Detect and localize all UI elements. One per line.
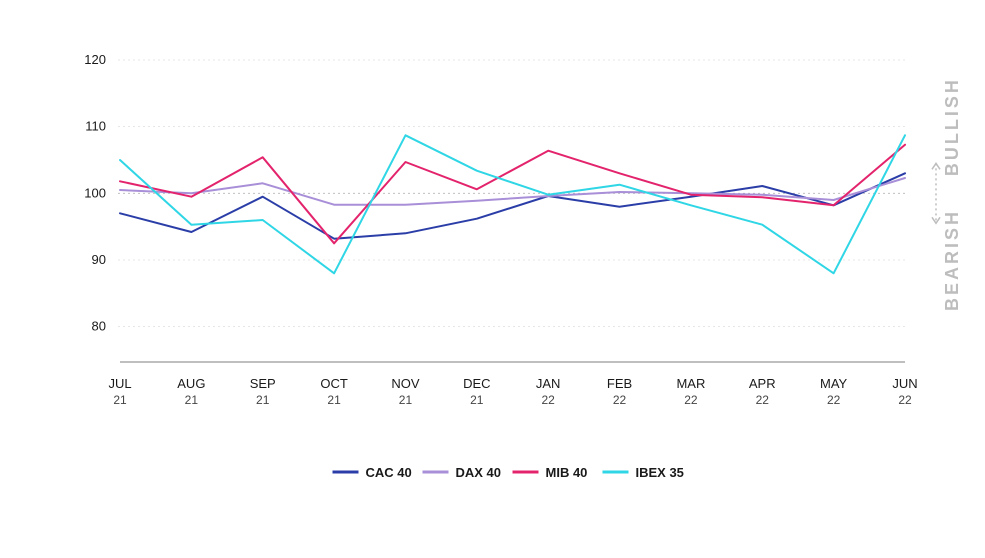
x-tick-label-bot: 22	[613, 393, 627, 407]
x-tick-label-top: JUL	[108, 376, 131, 391]
bearish-label: BEARISH	[942, 209, 962, 311]
x-tick-label-bot: 22	[542, 393, 556, 407]
y-tick-label: 120	[84, 52, 106, 67]
x-tick-label-top: OCT	[320, 376, 348, 391]
y-tick-label: 80	[92, 319, 106, 334]
x-tick-label-top: FEB	[607, 376, 632, 391]
x-tick-label-top: NOV	[391, 376, 420, 391]
chart-svg: 80 90 100 110 120 JUL 21 AUG 21 SEP 21 OCT 21 NOV 21 DE…	[0, 0, 985, 558]
x-tick-label-bot: 21	[113, 393, 127, 407]
x-tick-label-top: DEC	[463, 376, 490, 391]
y-tick-label: 110	[85, 119, 106, 134]
x-tick-label-bot: 21	[470, 393, 484, 407]
legend-label: DAX 40	[456, 465, 502, 480]
x-tick-label-top: JAN	[536, 376, 561, 391]
x-tick-label-bot: 21	[185, 393, 199, 407]
x-tick-label-bot: 22	[756, 393, 770, 407]
x-tick-label-top: SEP	[250, 376, 276, 391]
series-ibex-35	[120, 135, 905, 273]
x-tick-label-bot: 21	[256, 393, 270, 407]
series-mib-40	[120, 145, 905, 244]
sentiment-line-chart: 80 90 100 110 120 JUL 21 AUG 21 SEP 21 OCT 21 NOV 21 DE…	[0, 0, 985, 558]
y-tick-label: 90	[92, 252, 106, 267]
x-tick-label-bot: 21	[399, 393, 413, 407]
x-tick-label-top: MAY	[820, 376, 848, 391]
legend-label: MIB 40	[546, 465, 588, 480]
x-tick-label-top: APR	[749, 376, 776, 391]
x-tick-label-top: AUG	[177, 376, 205, 391]
y-tick-label: 100	[84, 185, 106, 200]
bullish-label: BULLISH	[942, 77, 962, 176]
x-tick-label-bot: 21	[327, 393, 341, 407]
x-tick-label-bot: 22	[684, 393, 698, 407]
x-tick-label-top: JUN	[892, 376, 917, 391]
legend-label: CAC 40	[366, 465, 412, 480]
x-tick-label-bot: 22	[827, 393, 841, 407]
legend-label: IBEX 35	[636, 465, 684, 480]
x-tick-label-top: MAR	[676, 376, 705, 391]
x-tick-label-bot: 22	[898, 393, 912, 407]
